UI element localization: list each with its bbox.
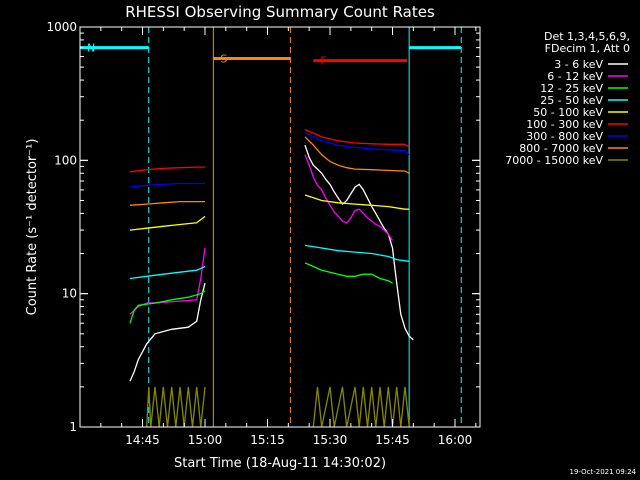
x-tick-label: 15:15 [250, 433, 285, 447]
legend-label-6: 300 - 800 keV [526, 130, 603, 143]
legend-label-8: 7000 - 15000 keV [505, 154, 603, 167]
series-3-segment-0 [129, 265, 206, 280]
series-1-segment-1 [304, 154, 394, 241]
series-0-segment-0 [129, 282, 206, 382]
series-6-segment-1 [304, 132, 410, 156]
series-1-segment-0 [129, 247, 206, 315]
series-7-segment-1 [304, 136, 410, 174]
legend-label-3: 25 - 50 keV [540, 94, 603, 107]
x-tick-label: 16:00 [438, 433, 473, 447]
x-tick-label: 15:45 [375, 433, 410, 447]
series-0-segment-1 [304, 144, 414, 341]
series-7-segment-0 [129, 200, 205, 206]
legend-header-2: FDecim 1, Att 0 [545, 42, 630, 55]
series-8-segment-0 [146, 386, 206, 428]
series-5-segment-0 [129, 166, 205, 173]
legend-label-0: 3 - 6 keV [554, 58, 603, 71]
y-tick-label: 10 [62, 287, 77, 301]
y-axis-label: Count Rate (s⁻¹ detector⁻¹) [25, 139, 40, 316]
legend-header-1: Det 1,3,4,5,6,9, [544, 30, 630, 43]
series-5-segment-1 [304, 129, 410, 148]
y-tick-label: 1000 [46, 20, 77, 34]
legend-label-2: 12 - 25 keV [540, 82, 603, 95]
flag-N-label: N [87, 42, 95, 55]
flag-F-label: F [320, 55, 326, 68]
legend-label-4: 50 - 100 keV [533, 106, 603, 119]
y-tick-label: 1 [69, 420, 77, 434]
legend-label-7: 800 - 7000 keV [519, 142, 603, 155]
series-2-segment-0 [129, 290, 206, 324]
y-tick-label: 100 [54, 153, 77, 167]
x-tick-label: 14:45 [125, 433, 160, 447]
legend-label-5: 100 - 300 keV [526, 118, 603, 131]
x-axis: 14:45 15:00 15:15 15:30 15:45 16:00 [100, 27, 477, 447]
legend-label-1: 6 - 12 keV [547, 70, 603, 83]
chart-title: RHESSI Observing Summary Count Rates [125, 3, 435, 21]
series-4-segment-0 [129, 215, 206, 231]
x-axis-label: Start Time (18-Aug-11 14:30:02) [174, 456, 386, 471]
plot-frame [79, 26, 481, 428]
series-6-segment-0 [129, 182, 205, 188]
legend: Det 1,3,4,5,6,9, FDecim 1, Att 0 3 - 6 k… [505, 30, 630, 167]
observing-flags: N S F [80, 42, 462, 68]
flag-S-label: S [220, 53, 227, 66]
x-tick-label: 15:30 [313, 433, 348, 447]
timestamp: 19-Oct-2021 09:24 [570, 468, 637, 476]
y-axis: 1 10 100 1000 [46, 20, 480, 434]
series-2-segment-1 [304, 262, 393, 284]
series-3-segment-1 [304, 244, 410, 262]
series-4-segment-1 [304, 194, 410, 210]
x-tick-label: 15:00 [188, 433, 223, 447]
